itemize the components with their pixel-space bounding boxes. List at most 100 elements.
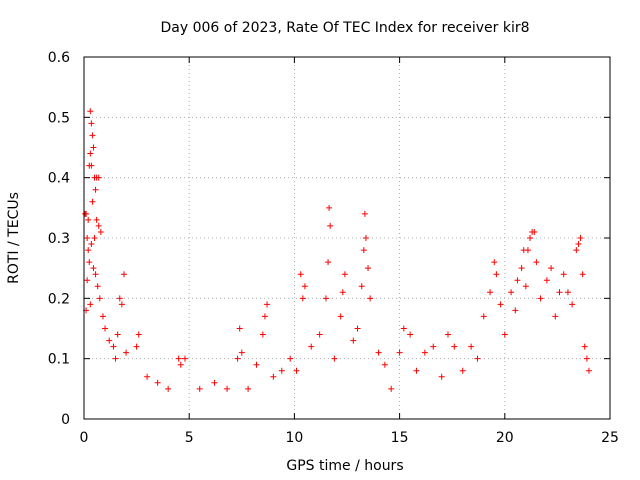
data-point [360,247,367,254]
data-point [175,355,182,362]
data-point [367,295,374,302]
data-point [326,204,333,211]
data-point [451,343,458,350]
data-point [438,373,445,380]
data-point [116,295,123,302]
data-point [85,216,92,223]
data-point [577,235,584,241]
x-tick-label: 5 [185,430,194,446]
data-point [89,132,96,139]
data-point [90,265,97,272]
data-point [95,174,102,181]
x-tick-label: 20 [496,430,514,446]
data-point [89,198,96,205]
chart-title: Day 006 of 2023, Rate Of TEC Index for r… [160,20,529,36]
data-point [308,343,315,350]
y-tick-label: 0 [61,412,70,428]
data-point [508,289,515,296]
data-point [518,265,525,272]
data-point [421,349,428,356]
data-point [430,343,437,350]
data-point [120,271,127,278]
data-point [92,186,99,193]
data-point [94,283,101,290]
data-point [106,337,113,344]
x-tick-label: 15 [391,430,409,446]
data-point [524,247,531,254]
data-point [91,235,98,241]
data-point [316,331,323,338]
data-points [82,108,592,392]
data-point [497,301,504,308]
data-point [165,385,172,392]
data-point [522,283,529,290]
data-point [135,331,142,338]
x-axis-label: GPS time / hours [286,458,403,474]
x-tick-label: 25 [601,430,619,446]
data-point [388,385,395,392]
data-point [90,144,97,151]
data-point [88,241,95,248]
data-point [144,373,151,380]
data-point [556,289,563,296]
data-point [583,355,590,362]
data-point [396,349,403,356]
data-point [322,295,329,302]
data-point [123,349,130,356]
data-point [261,313,268,320]
data-point [573,247,580,254]
data-point [154,379,161,386]
data-point [585,367,592,374]
data-point [177,361,184,368]
data-point [552,313,559,320]
data-point [579,271,586,278]
data-point [501,331,508,338]
data-point [375,349,382,356]
data-point [474,355,481,362]
data-point [287,355,294,362]
data-point [102,325,109,332]
data-point [361,210,368,217]
grid-lines [84,57,610,419]
data-point [512,307,519,314]
data-point [548,265,555,272]
data-point [514,277,521,284]
data-point [87,150,94,157]
data-point [480,313,487,320]
y-tick-label: 0.1 [48,352,70,368]
data-point [444,331,451,338]
data-point [327,222,334,229]
data-point [96,295,103,302]
data-point [527,235,534,241]
data-point [459,367,466,374]
y-tick-label: 0.4 [48,171,70,187]
data-point [112,355,119,362]
data-point [407,331,414,338]
data-point [114,331,121,338]
data-point [99,313,106,320]
data-point [381,361,388,368]
data-point [337,313,344,320]
data-point [341,271,348,278]
data-point [259,331,266,338]
plot-frame [83,56,611,420]
data-point [331,355,338,362]
data-point [301,283,308,290]
data-point [560,271,567,278]
data-point [92,271,99,278]
data-point [487,289,494,296]
data-point [238,349,245,356]
data-point [245,385,252,392]
data-point [86,259,93,266]
data-point [88,120,95,127]
data-point [564,289,571,296]
data-point [531,228,538,235]
data-point [95,222,102,229]
data-point [350,337,357,344]
y-axis-label: ROTI / TECUs [6,192,22,284]
data-point [196,385,203,392]
y-tick-label: 0.3 [48,231,70,247]
data-point [325,259,332,266]
data-point [543,277,550,284]
